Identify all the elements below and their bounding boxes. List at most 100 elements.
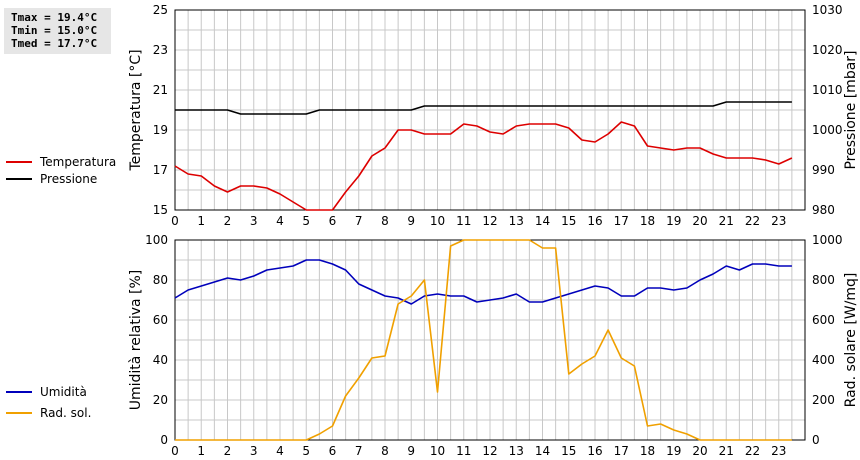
x-tick-label: 16 — [587, 214, 602, 228]
x-tick-label: 8 — [381, 444, 389, 458]
x-tick-label: 23 — [771, 214, 786, 228]
legend-item-radiation: Rad. sol. — [6, 404, 91, 421]
x-tick-label: 6 — [329, 214, 337, 228]
legend-item-humidity: Umidità — [6, 383, 91, 400]
y-tick-label: 80 — [153, 273, 168, 287]
stat-tmin: Tmin = 15.0°C — [11, 24, 98, 37]
y2-tick-label: 1010 — [812, 83, 843, 97]
y-tick-label: 21 — [153, 83, 168, 97]
legend-label-humidity: Umidità — [40, 384, 87, 399]
x-tick-label: 14 — [535, 444, 550, 458]
legend-item-temperature: Temperatura — [6, 153, 116, 170]
y-tick-label: 17 — [153, 163, 168, 177]
y2-tick-label: 0 — [812, 433, 820, 447]
x-tick-label: 5 — [302, 444, 310, 458]
x-tick-label: 3 — [250, 214, 258, 228]
stat-tmed: Tmed = 17.7°C — [11, 37, 98, 50]
x-tick-label: 5 — [302, 214, 310, 228]
y2-tick-label: 1030 — [812, 3, 843, 17]
x-tick-label: 11 — [456, 444, 471, 458]
x-tick-label: 20 — [692, 214, 707, 228]
y2-tick-label: 1000 — [812, 123, 843, 137]
x-tick-label: 4 — [276, 214, 284, 228]
legend-label-radiation: Rad. sol. — [40, 405, 92, 420]
x-tick-label: 13 — [509, 214, 524, 228]
x-tick-label: 12 — [482, 214, 497, 228]
x-tick-label: 10 — [430, 214, 445, 228]
series-line-humidity — [174, 259, 792, 305]
x-tick-label: 7 — [355, 214, 363, 228]
x-tick-label: 7 — [355, 444, 363, 458]
legend-label-temperature: Temperatura — [40, 154, 117, 169]
x-tick-label: 1 — [197, 444, 205, 458]
legend-swatch-radiation — [6, 411, 32, 414]
x-tick-label: 19 — [666, 214, 681, 228]
x-tick-label: 18 — [640, 214, 655, 228]
y2-tick-label: 600 — [812, 313, 835, 327]
x-tick-label: 0 — [171, 444, 179, 458]
series-line-temperature — [174, 121, 793, 211]
x-tick-label: 3 — [250, 444, 258, 458]
x-tick-label: 13 — [509, 444, 524, 458]
x-tick-label: 22 — [745, 444, 760, 458]
x-tick-label: 21 — [719, 214, 734, 228]
x-tick-label: 6 — [329, 444, 337, 458]
y2-tick-label: 980 — [812, 203, 835, 217]
x-tick-label: 0 — [171, 214, 179, 228]
x-tick-label: 12 — [482, 444, 497, 458]
y-tick-label: 23 — [153, 43, 168, 57]
x-tick-label: 8 — [381, 214, 389, 228]
y2-axis-title: Pressione [mbar] — [843, 50, 859, 169]
y-axis-title: Umidità relativa [%] — [128, 270, 144, 411]
stats-box: Tmax = 19.4°C Tmin = 15.0°C Tmed = 17.7°… — [4, 8, 111, 54]
legend-top: Temperatura Pressione — [6, 153, 116, 187]
y2-axis-title: Rad. solare [W/mq] — [843, 273, 859, 408]
y2-tick-label: 1020 — [812, 43, 843, 57]
y-tick-label: 40 — [153, 353, 168, 367]
legend-swatch-temperature — [6, 160, 32, 163]
x-tick-label: 17 — [614, 444, 629, 458]
y-tick-label: 0 — [160, 433, 168, 447]
x-tick-label: 22 — [745, 214, 760, 228]
x-tick-label: 17 — [614, 214, 629, 228]
x-tick-label: 16 — [587, 444, 602, 458]
x-tick-label: 2 — [224, 444, 232, 458]
legend-item-pressure: Pressione — [6, 170, 116, 187]
legend-label-pressure: Pressione — [40, 171, 98, 186]
y2-tick-label: 400 — [812, 353, 835, 367]
x-tick-label: 2 — [224, 214, 232, 228]
legend-swatch-pressure — [6, 177, 32, 180]
y-tick-label: 25 — [153, 3, 168, 17]
x-tick-label: 18 — [640, 444, 655, 458]
x-tick-label: 10 — [430, 444, 445, 458]
chart-panel-1: 0 1 2 3 4 5 6 7 8 9 10 11 12 13 14 15 16 17 18 19 20 21 22 2315… — [128, 3, 859, 228]
x-tick-label: 23 — [771, 444, 786, 458]
x-tick-label: 1 — [197, 214, 205, 228]
legend-swatch-humidity — [6, 390, 32, 393]
y2-tick-label: 990 — [812, 163, 835, 177]
x-tick-label: 20 — [692, 444, 707, 458]
y-tick-label: 20 — [153, 393, 168, 407]
x-tick-label: 11 — [456, 214, 471, 228]
y-tick-label: 19 — [153, 123, 168, 137]
legend-bottom: Umidità Rad. sol. — [6, 383, 91, 421]
x-tick-label: 19 — [666, 444, 681, 458]
y-tick-label: 100 — [145, 233, 168, 247]
y2-tick-label: 200 — [812, 393, 835, 407]
y-axis-title: Temperatura [°C] — [128, 49, 144, 171]
x-tick-label: 9 — [407, 444, 415, 458]
y2-tick-label: 1000 — [812, 233, 843, 247]
x-tick-label: 15 — [561, 214, 576, 228]
series-line-radiation — [175, 239, 792, 441]
x-tick-label: 21 — [719, 444, 734, 458]
y-tick-label: 15 — [153, 203, 168, 217]
x-tick-label: 15 — [561, 444, 576, 458]
series-line-pressure — [175, 101, 792, 115]
stat-tmax: Tmax = 19.4°C — [11, 11, 98, 24]
x-tick-label: 14 — [535, 214, 550, 228]
y2-tick-label: 800 — [812, 273, 835, 287]
chart-panel-2: 0 1 2 3 4 5 6 7 8 9 10 11 12 13 14 15 16 17 18 19 20 21 22 2302… — [128, 233, 859, 458]
y-tick-label: 60 — [153, 313, 168, 327]
x-tick-label: 4 — [276, 444, 284, 458]
